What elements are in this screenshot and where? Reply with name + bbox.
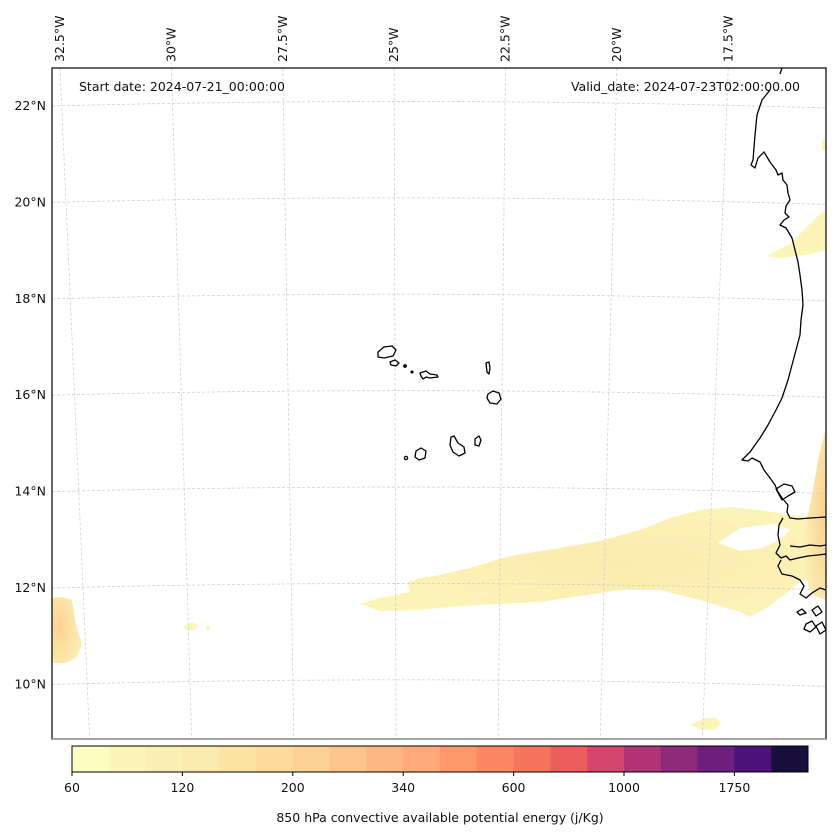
colorbar-segment xyxy=(72,746,110,772)
colorbar-segment xyxy=(366,746,404,772)
bijagos-island-2 xyxy=(811,605,823,617)
island-branco xyxy=(410,370,414,374)
island-santo-antao xyxy=(377,345,397,359)
longitude-tick-label: 17.5°W xyxy=(720,16,735,62)
island-sao-nicolau xyxy=(419,370,439,380)
coastline-west-africa xyxy=(741,68,826,520)
bijagos-island-3 xyxy=(803,620,817,633)
latitude-tick-label: 16°N xyxy=(14,387,46,402)
meridian-gridline xyxy=(701,68,729,739)
parallel-gridline xyxy=(52,486,826,494)
cape-field xyxy=(52,138,826,730)
meridian-gridline xyxy=(282,68,295,739)
longitude-tick-label: 27.5°W xyxy=(275,16,290,62)
longitude-tick-label: 32.5°W xyxy=(52,16,67,62)
cape-region-small-1 xyxy=(184,622,198,630)
coastline-guinea-bissau xyxy=(777,559,826,599)
coastline-senegal-delta xyxy=(775,483,796,501)
cape-region-west-blob xyxy=(52,597,82,663)
colorbar-segment xyxy=(292,746,331,772)
parallel-gridline xyxy=(52,197,826,205)
colorbar-segment xyxy=(145,746,183,772)
bijagos-island-4 xyxy=(815,621,826,635)
colorbar-tick-label: 1000 xyxy=(608,780,640,795)
colorbar-tick-label: 200 xyxy=(281,780,305,795)
meridian-gridline xyxy=(393,68,397,739)
island-santa-luzia xyxy=(403,364,407,368)
colorbar-segment xyxy=(550,746,588,772)
longitude-tick-label: 30°W xyxy=(163,27,178,62)
colorbar-segment xyxy=(440,746,478,772)
colorbar-segment xyxy=(660,746,699,772)
parallel-gridline xyxy=(52,679,826,687)
colorbar: 60 120 200 340 600 1000 1750 850 hPa convectiv… xyxy=(64,745,809,825)
latitude-tick-label: 12°N xyxy=(14,580,46,595)
meridian-gridline xyxy=(170,68,193,739)
island-sao-vicente xyxy=(389,359,400,367)
colorbar-segments xyxy=(72,746,809,772)
colorbar-segment xyxy=(476,746,515,772)
longitude-tick-label: 22.5°W xyxy=(498,16,513,62)
cape-region-mauritania-dot xyxy=(822,138,826,150)
latitude-tick-label: 20°N xyxy=(14,194,46,209)
colorbar-segment xyxy=(697,746,735,772)
island-fogo xyxy=(414,447,427,461)
latitude-tick-label: 10°N xyxy=(14,676,46,691)
colorbar-segment xyxy=(624,746,662,772)
colorbar-tick-label: 600 xyxy=(502,780,526,795)
bijagos-island-1 xyxy=(796,608,807,616)
latitude-tick-label: 22°N xyxy=(14,98,46,113)
map-area: Start date: 2024-07-21_00:00:00 Valid_da… xyxy=(51,67,827,740)
gridlines xyxy=(52,68,826,739)
parallel-gridline xyxy=(52,390,826,398)
coastline-border-south xyxy=(789,544,826,548)
colorbar-segment xyxy=(182,746,220,772)
parallel-gridline xyxy=(52,101,826,109)
colorbar-label: 850 hPa convective available potential e… xyxy=(276,810,603,825)
valid-date-label: Valid_date: 2024-07-23T02:00:00.00 xyxy=(571,79,800,94)
island-boa-vista xyxy=(486,390,502,405)
colorbar-segment xyxy=(771,746,809,772)
latitude-tick-label: 14°N xyxy=(14,484,46,499)
colorbar-tick-label: 340 xyxy=(391,780,415,795)
colorbar-segment xyxy=(219,746,257,772)
parallel-gridline xyxy=(52,583,826,591)
colorbar-segment xyxy=(403,746,441,772)
meridian-gridline xyxy=(599,68,618,739)
latitude-tick-label: 18°N xyxy=(14,291,46,306)
coastlines xyxy=(377,68,826,635)
start-date-label: Start date: 2024-07-21_00:00:00 xyxy=(79,79,285,94)
island-santiago xyxy=(449,435,466,457)
cape-region-africa-interior xyxy=(800,428,826,600)
colorbar-tick-label: 60 xyxy=(64,780,80,795)
colorbar-segment xyxy=(734,746,772,772)
colorbar-segment xyxy=(329,746,367,772)
island-brava xyxy=(403,455,409,461)
colorbar-ticks: 60 120 200 340 600 1000 1750 xyxy=(64,772,750,795)
colorbar-segment xyxy=(587,746,625,772)
parallel-gridline xyxy=(52,293,826,302)
island-maio xyxy=(474,435,482,447)
cape-region-small-3 xyxy=(690,718,721,730)
longitude-tick-label: 20°W xyxy=(609,27,624,62)
island-sal xyxy=(485,361,491,375)
longitude-tick-labels: 32.5°W 30°W 27.5°W 25°W 22.5°W 20°W 17.5°W xyxy=(52,16,735,62)
colorbar-segment xyxy=(256,746,294,772)
meridian-gridline xyxy=(497,68,506,739)
cape-gap xyxy=(718,524,790,551)
colorbar-tick-label: 120 xyxy=(170,780,194,795)
meridian-gridline xyxy=(59,68,90,739)
colorbar-segment xyxy=(513,746,551,772)
colorbar-tick-label: 1750 xyxy=(718,780,750,795)
map-background xyxy=(52,68,826,739)
colorbar-frame xyxy=(71,745,809,773)
coastline-gambia-border xyxy=(775,517,826,561)
latitude-tick-labels: 22°N 20°N 18°N 16°N 14°N 12°N 10°N xyxy=(14,98,46,691)
colorbar-segment xyxy=(108,746,147,772)
cape-region-mauritania-strip xyxy=(766,210,826,258)
cape-region-itcz-band xyxy=(360,507,826,617)
longitude-tick-label: 25°W xyxy=(386,27,401,62)
cape-region-small-2 xyxy=(205,625,211,631)
